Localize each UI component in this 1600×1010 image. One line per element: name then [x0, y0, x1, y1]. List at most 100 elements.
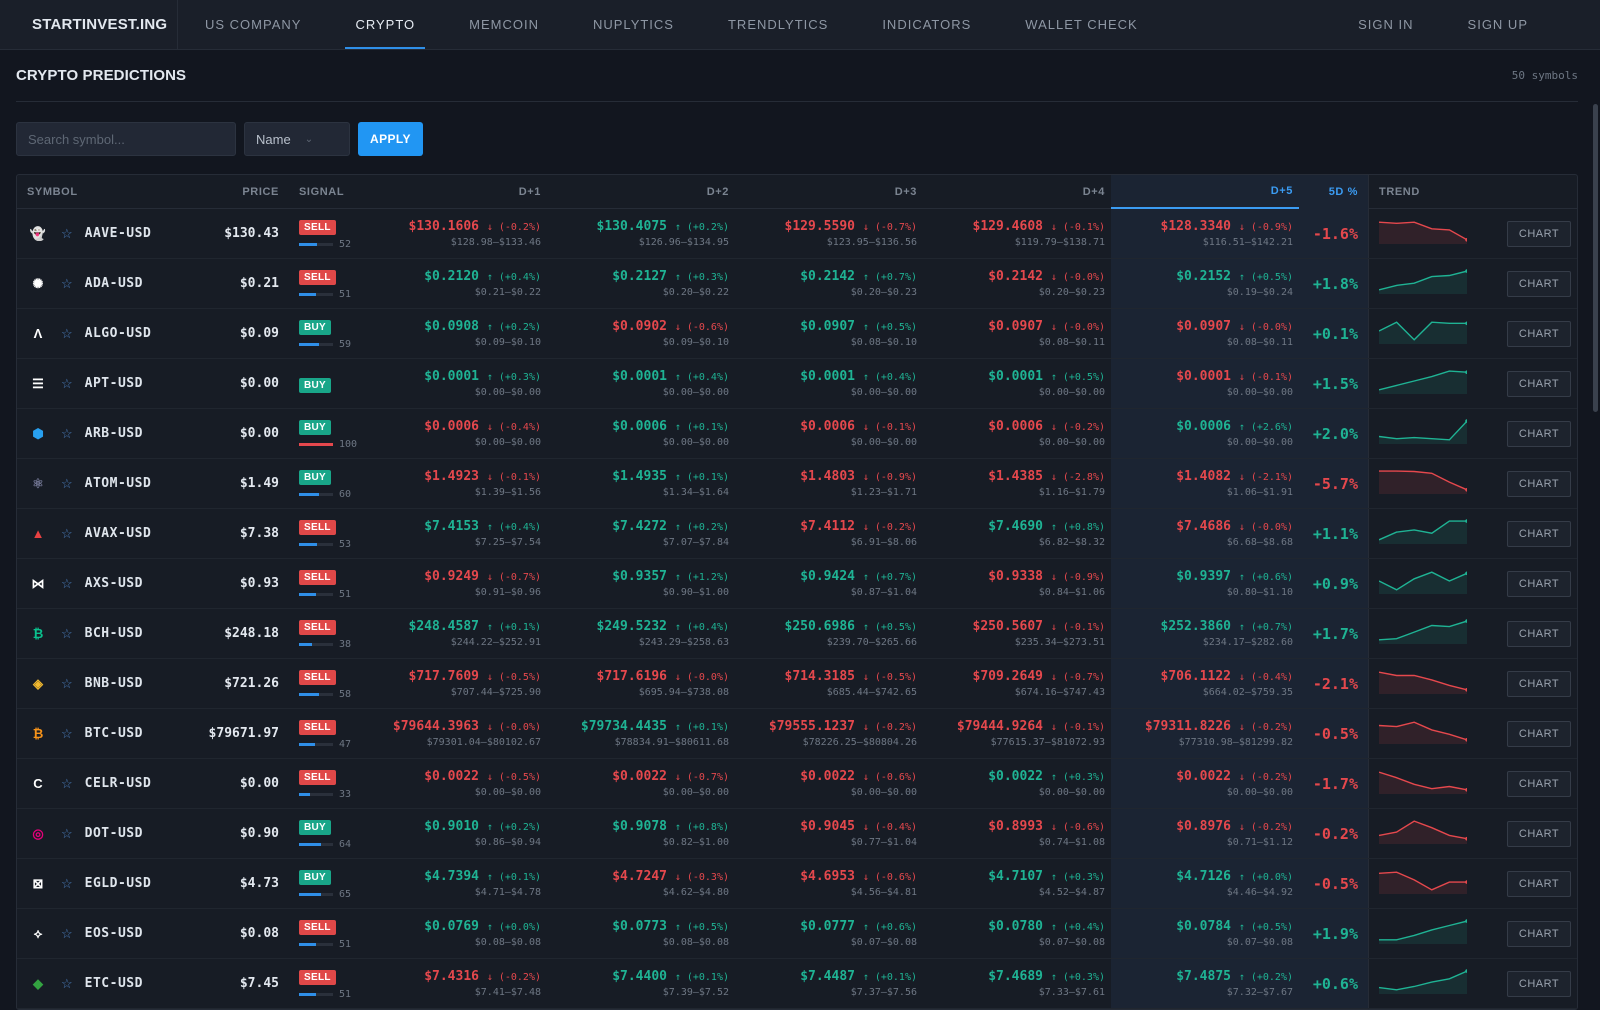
forecast-price: $0.0001 [988, 369, 1043, 384]
forecast-value: $250.5607 ↓ (-0.1%) [923, 619, 1105, 634]
header-symbol[interactable]: SYMBOL [27, 185, 78, 198]
header-price[interactable]: PRICE [242, 185, 279, 198]
header-d3[interactable]: D+3 [894, 185, 917, 198]
signal-cell: BUY 65 [279, 867, 359, 900]
header-5d-pct[interactable]: 5D % [1299, 174, 1369, 209]
chart-button[interactable]: CHART [1507, 770, 1571, 797]
star-icon[interactable]: ☆ [61, 725, 73, 741]
chart-button[interactable]: CHART [1507, 720, 1571, 747]
symbol-name[interactable]: AVAX-USD [84, 526, 152, 541]
chart-button[interactable]: CHART [1507, 870, 1571, 897]
table-row[interactable]: 👻 ☆ AAVE-USD $130.43 SELL 52 $130.1606 ↓… [17, 209, 1577, 259]
forecast-price: $0.0022 [988, 769, 1043, 784]
table-row[interactable]: ◈ ☆ BNB-USD $721.26 SELL 58 $717.7609 ↓ … [17, 659, 1577, 709]
symbol-name[interactable]: AAVE-USD [84, 226, 152, 241]
nav-item-memcoin[interactable]: MEMCOIN [469, 17, 539, 32]
forecast-change: ↑ (+0.6%) [862, 922, 917, 933]
table-row[interactable]: ₿ ☆ BTC-USD $79671.97 SELL 47 $79644.396… [17, 709, 1577, 759]
table-row[interactable]: ⟡ ☆ EOS-USD $0.08 SELL 51 $0.0769 ↑ (+0.… [17, 909, 1577, 959]
symbol-name[interactable]: ADA-USD [84, 276, 143, 291]
symbol-name[interactable]: AXS-USD [84, 576, 143, 591]
sign-up-link[interactable]: SIGN UP [1467, 17, 1528, 32]
symbol-name[interactable]: BCH-USD [84, 626, 143, 641]
header-d2[interactable]: D+2 [706, 185, 729, 198]
search-input[interactable] [16, 122, 236, 156]
apply-button[interactable]: APPLY [358, 122, 423, 156]
star-icon[interactable]: ☆ [61, 425, 73, 441]
chart-button[interactable]: CHART [1507, 320, 1571, 347]
symbol-name[interactable]: DOT-USD [84, 826, 143, 841]
star-icon[interactable]: ☆ [61, 275, 73, 291]
signal-cell: SELL 51 [279, 967, 359, 1000]
brand-logo[interactable]: STARTINVEST.ING [0, 0, 178, 49]
table-row[interactable]: ₿ ☆ BCH-USD $248.18 SELL 38 $248.4587 ↑ … [17, 609, 1577, 659]
table-row[interactable]: ◆ ☆ ETC-USD $7.45 SELL 51 $7.4316 ↓ (-0.… [17, 959, 1577, 1009]
star-icon[interactable]: ☆ [61, 925, 73, 941]
header-signal[interactable]: SIGNAL [299, 185, 345, 198]
chart-button[interactable]: CHART [1507, 670, 1571, 697]
forecast-price: $0.0006 [800, 419, 855, 434]
symbol-name[interactable]: EGLD-USD [84, 876, 152, 891]
chart-button[interactable]: CHART [1507, 970, 1571, 997]
star-icon[interactable]: ☆ [61, 525, 73, 541]
star-icon[interactable]: ☆ [61, 675, 73, 691]
star-icon[interactable]: ☆ [61, 825, 73, 841]
star-icon[interactable]: ☆ [61, 225, 73, 241]
chart-button[interactable]: CHART [1507, 570, 1571, 597]
chart-button[interactable]: CHART [1507, 270, 1571, 297]
symbol-name[interactable]: CELR-USD [84, 776, 152, 791]
table-row[interactable]: ⚛ ☆ ATOM-USD $1.49 BUY 60 $1.4923 ↓ (-0.… [17, 459, 1577, 509]
table-row[interactable]: ◎ ☆ DOT-USD $0.90 BUY 64 $0.9010 ↑ (+0.2… [17, 809, 1577, 859]
star-icon[interactable]: ☆ [61, 575, 73, 591]
chart-button[interactable]: CHART [1507, 520, 1571, 547]
header-d4[interactable]: D+4 [1082, 185, 1105, 198]
sort-select[interactable]: Name ⌄ [244, 122, 350, 156]
star-icon[interactable]: ☆ [61, 475, 73, 491]
sparkline-line [1378, 571, 1468, 591]
nav-item-crypto[interactable]: CRYPTO [345, 0, 425, 49]
chart-button[interactable]: CHART [1507, 470, 1571, 497]
star-icon[interactable]: ☆ [61, 875, 73, 891]
table-row[interactable]: Λ ☆ ALGO-USD $0.09 BUY 59 $0.0908 ↑ (+0.… [17, 309, 1577, 359]
table-row[interactable]: ☰ ☆ APT-USD $0.00 BUY $0.0001 ↑ (+0.3%) … [17, 359, 1577, 409]
chart-button[interactable]: CHART [1507, 370, 1571, 397]
confidence-meter: 51 [299, 289, 359, 300]
table-row[interactable]: ⋈ ☆ AXS-USD $0.93 SELL 51 $0.9249 ↓ (-0.… [17, 559, 1577, 609]
chart-button[interactable]: CHART [1507, 420, 1571, 447]
chart-button[interactable]: CHART [1507, 220, 1571, 247]
chart-button[interactable]: CHART [1507, 920, 1571, 947]
chart-button[interactable]: CHART [1507, 820, 1571, 847]
symbol-name[interactable]: ALGO-USD [84, 326, 152, 341]
star-icon[interactable]: ☆ [61, 325, 73, 341]
symbol-name[interactable]: BNB-USD [84, 676, 143, 691]
table-row[interactable]: C ☆ CELR-USD $0.00 SELL 33 $0.0022 ↓ (-0… [17, 759, 1577, 809]
header-d5[interactable]: D+5 [1111, 174, 1299, 209]
nav-item-indicators[interactable]: INDICATORS [882, 17, 972, 32]
symbol-name[interactable]: ETC-USD [84, 976, 143, 991]
nav-item-trendlytics[interactable]: TRENDLYTICS [727, 17, 829, 32]
forecast-d1-cell: $248.4587 ↑ (+0.1%) $244.22–$252.91 [359, 619, 547, 648]
header-d1[interactable]: D+1 [518, 185, 541, 198]
forecast-change: ↓ (-0.1%) [1050, 622, 1105, 633]
table-row[interactable]: ✺ ☆ ADA-USD $0.21 SELL 51 $0.2120 ↑ (+0.… [17, 259, 1577, 309]
page-scrollbar-thumb[interactable] [1593, 104, 1598, 412]
table-row[interactable]: ▲ ☆ AVAX-USD $7.38 SELL 53 $7.4153 ↑ (+0… [17, 509, 1577, 559]
table-row[interactable]: ⬢ ☆ ARB-USD $0.00 BUY 100 $0.0006 ↓ (-0.… [17, 409, 1577, 459]
nav-item-wallet-check[interactable]: WALLET CHECK [1025, 17, 1138, 32]
star-icon[interactable]: ☆ [61, 625, 73, 641]
star-icon[interactable]: ☆ [61, 775, 73, 791]
chart-button[interactable]: CHART [1507, 620, 1571, 647]
page-scrollbar-track[interactable] [1590, 50, 1600, 1000]
symbol-name[interactable]: BTC-USD [84, 726, 143, 741]
symbol-name[interactable]: EOS-USD [84, 926, 143, 941]
table-row[interactable]: ⊠ ☆ EGLD-USD $4.73 BUY 65 $4.7394 ↑ (+0.… [17, 859, 1577, 909]
sign-in-link[interactable]: SIGN IN [1358, 17, 1414, 32]
nav-item-us-company[interactable]: US COMPANY [205, 17, 302, 32]
nav-item-nuplytics[interactable]: NUPLYTICS [592, 17, 674, 32]
star-icon[interactable]: ☆ [61, 375, 73, 391]
star-icon[interactable]: ☆ [61, 975, 73, 991]
symbol-name[interactable]: APT-USD [84, 376, 143, 391]
forecast-price: $79311.8226 [1144, 719, 1231, 734]
symbol-name[interactable]: ARB-USD [84, 426, 143, 441]
symbol-name[interactable]: ATOM-USD [84, 476, 152, 491]
